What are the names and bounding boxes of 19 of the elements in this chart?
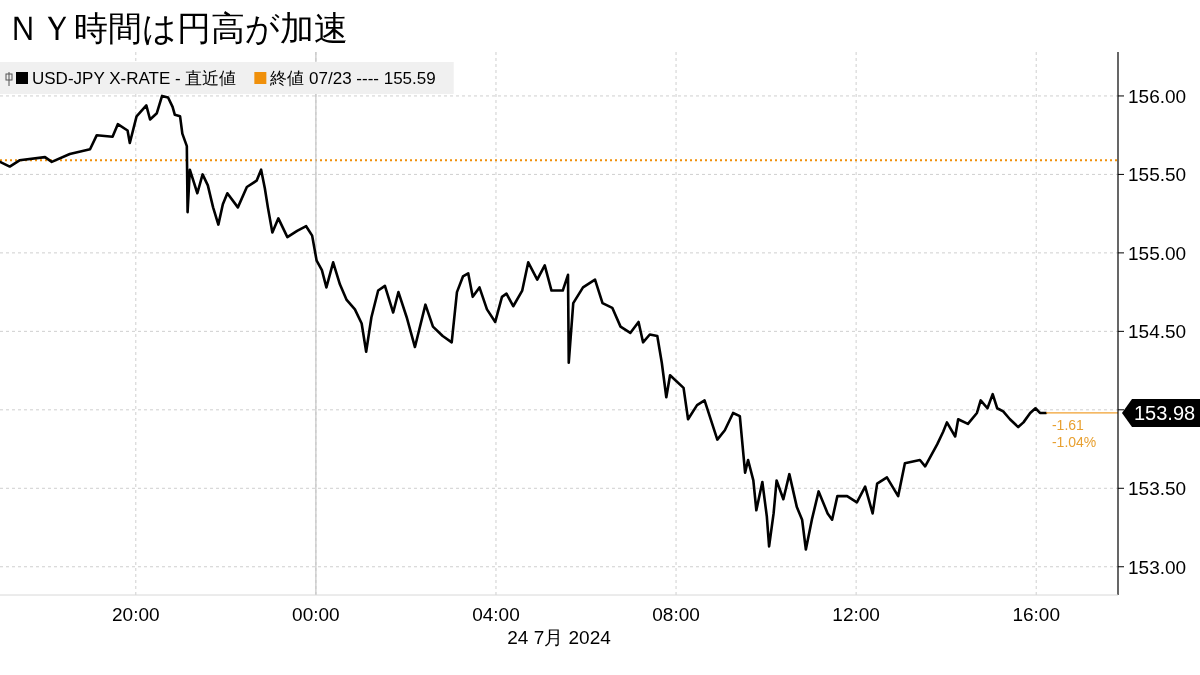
annotation: -1.61 <box>1051 416 1085 433</box>
legend-label: 終値 07/23 ---- 155.59 <box>269 69 436 88</box>
x-tick-label: 20:00 <box>112 604 160 625</box>
y-tick-label: 153.00 <box>1128 556 1187 578</box>
chart-title: ＮＹ時間は円高が加速 <box>6 8 348 48</box>
y-tick-label: 155.50 <box>1128 164 1187 186</box>
x-tick-label: 00:00 <box>292 604 340 625</box>
x-tick-label: 04:00 <box>472 604 520 625</box>
x-axis-title: 24 7月 2024 <box>507 627 612 648</box>
x-tick-label: 12:00 <box>832 604 880 625</box>
y-tick-label: 156.00 <box>1128 85 1187 107</box>
x-tick-label: 08:00 <box>652 604 700 625</box>
legend-label: USD-JPY X-RATE - 直近値 <box>32 69 237 88</box>
y-tick-label: 153.50 <box>1128 478 1187 500</box>
data-label: 153.98 <box>1134 401 1196 424</box>
annotation: -1.04% <box>1051 433 1097 450</box>
x-tick-label: 16:00 <box>1012 604 1060 625</box>
y-tick-label: 154.50 <box>1128 321 1187 343</box>
y-tick-label: 155.00 <box>1128 242 1187 264</box>
